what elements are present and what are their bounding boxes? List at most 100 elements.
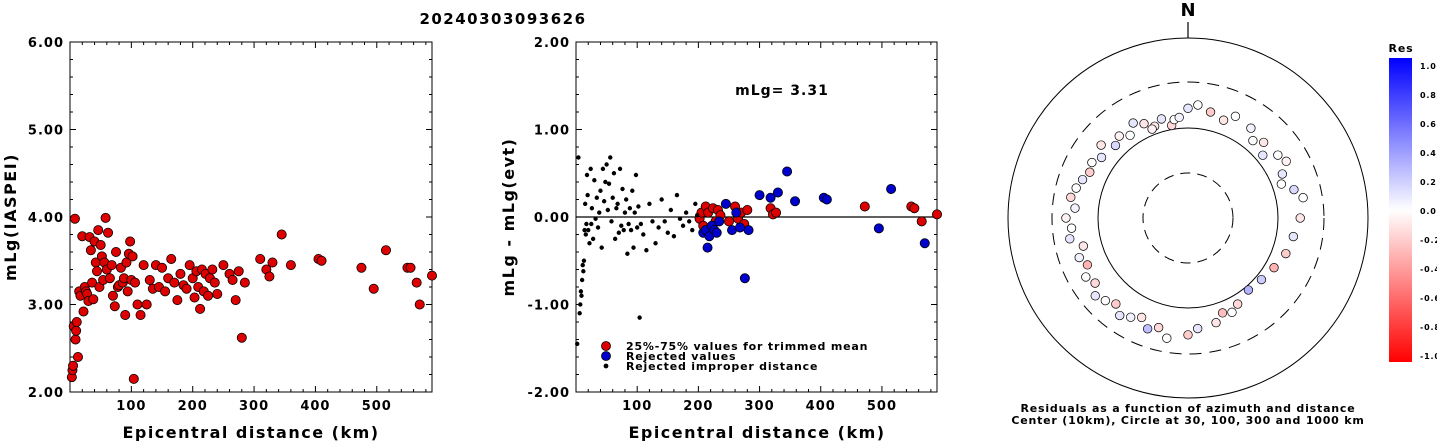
polar-point — [1298, 193, 1308, 203]
data-point — [93, 225, 104, 236]
data-point — [638, 221, 644, 227]
polar-point — [1071, 183, 1081, 193]
data-point — [589, 221, 594, 227]
polar-point — [1276, 179, 1287, 189]
data-point — [581, 269, 586, 274]
polar-point — [1143, 324, 1153, 334]
polar-point — [1162, 333, 1172, 343]
polar-point — [1227, 307, 1237, 317]
data-point — [594, 195, 600, 200]
ring-1000km — [1007, 37, 1369, 399]
x-tick-label: 500 — [362, 399, 392, 414]
polar-point — [1258, 150, 1268, 160]
colorbar-tick-label: 0.2 — [1420, 178, 1437, 187]
data-point — [598, 188, 603, 193]
data-point — [909, 203, 920, 214]
data-point — [72, 351, 83, 362]
polar-point — [1205, 107, 1216, 117]
data-point — [189, 292, 200, 303]
data-point — [743, 225, 754, 236]
panel1-y-ticks: 2.00 3.00 4.00 5.00 6.00 — [28, 36, 432, 401]
polar-point — [1082, 260, 1093, 270]
data-point — [714, 216, 725, 227]
data-point — [128, 373, 139, 384]
data-point — [130, 277, 141, 288]
data-point — [600, 166, 606, 172]
data-point — [615, 201, 620, 207]
polar-point — [1295, 213, 1305, 223]
x-tick-label: 300 — [239, 399, 269, 414]
data-point — [597, 210, 602, 215]
data-point — [593, 216, 598, 221]
polar-point — [1147, 124, 1157, 134]
data-point — [87, 277, 98, 288]
data-point — [405, 262, 416, 273]
data-point — [267, 257, 278, 268]
data-point — [711, 227, 722, 238]
polar-point — [1065, 234, 1075, 244]
data-point — [104, 273, 115, 284]
data-point — [772, 187, 783, 198]
polar-point — [1090, 278, 1100, 288]
polar-point — [1281, 248, 1291, 259]
data-point — [662, 219, 667, 224]
legend-label-rejected: Rejected values — [626, 350, 736, 363]
data-point — [723, 216, 734, 227]
data-point — [255, 253, 266, 264]
data-point — [656, 225, 661, 230]
data-point — [623, 197, 629, 202]
data-point — [85, 245, 96, 256]
data-point — [88, 294, 99, 305]
colorbar-tick-label: -0.8 — [1420, 323, 1437, 332]
colorbar-tick-label: 1.0 — [1420, 62, 1437, 71]
data-point — [103, 227, 114, 238]
data-point — [650, 219, 655, 224]
x-tick-label: 200 — [683, 399, 713, 414]
polar-point — [1153, 322, 1164, 333]
data-point — [141, 299, 152, 310]
polar-point — [1125, 130, 1135, 140]
data-point — [595, 225, 601, 230]
data-point — [135, 309, 146, 320]
data-point — [634, 225, 640, 230]
data-point — [184, 260, 195, 271]
data-point — [70, 334, 81, 345]
data-point — [653, 241, 658, 246]
data-point — [107, 290, 118, 301]
data-point — [579, 277, 585, 283]
polar-point — [1090, 291, 1100, 301]
data-point — [702, 242, 713, 253]
y-tick-label: 3.00 — [28, 299, 64, 314]
legend-marker-rejected — [601, 351, 611, 361]
colorbar-tick-label: 0.4 — [1420, 149, 1437, 158]
data-point — [625, 251, 630, 256]
north-label: N — [1180, 0, 1195, 21]
data-point — [579, 293, 584, 298]
x-tick-label: 100 — [622, 399, 652, 414]
legend-label-trimmed-mean: 25%-75% values for trimmed mean — [626, 340, 868, 353]
panel1-points — [66, 212, 437, 384]
data-point — [608, 155, 613, 160]
y-tick-label: 1.00 — [534, 124, 570, 139]
y-tick-label: -2.00 — [528, 386, 570, 401]
panel2-points — [575, 155, 943, 347]
panel1-y-label: mLg(IASPEI) — [1, 153, 20, 281]
data-point — [132, 299, 143, 310]
polar-point — [1061, 213, 1071, 223]
data-point — [637, 315, 642, 320]
data-point — [414, 299, 425, 310]
polar-title: Residuals as a function of azimuth and d… — [1020, 402, 1355, 415]
data-point — [172, 295, 183, 306]
data-point — [69, 213, 80, 224]
data-point — [636, 204, 641, 209]
data-point — [582, 201, 588, 207]
data-point — [175, 268, 186, 279]
polar-point — [1256, 274, 1267, 285]
data-point — [584, 172, 590, 178]
data-point — [127, 251, 138, 262]
data-point — [584, 221, 589, 227]
y-tick-label: 6.00 — [28, 36, 64, 51]
data-point — [95, 239, 106, 250]
colorbar-tick-label: 0.6 — [1420, 120, 1437, 129]
data-point — [616, 230, 622, 235]
